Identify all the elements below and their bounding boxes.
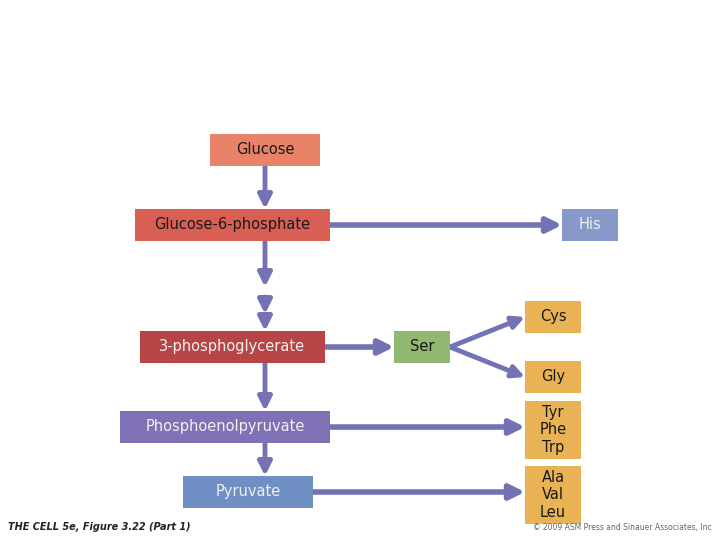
Text: Ala
Val
Leu: Ala Val Leu <box>540 470 566 520</box>
Text: 3-phosphoglycerate: 3-phosphoglycerate <box>159 340 305 354</box>
FancyBboxPatch shape <box>525 361 581 393</box>
Text: Pyruvate: Pyruvate <box>215 484 281 500</box>
FancyBboxPatch shape <box>183 476 313 508</box>
FancyBboxPatch shape <box>562 209 618 241</box>
Text: Phosphoenolpyruvate: Phosphoenolpyruvate <box>145 420 305 435</box>
FancyBboxPatch shape <box>394 331 450 363</box>
Text: Ser: Ser <box>410 340 434 354</box>
Text: Cys: Cys <box>540 309 567 325</box>
Text: Gly: Gly <box>541 369 565 384</box>
FancyBboxPatch shape <box>525 466 581 524</box>
FancyBboxPatch shape <box>140 331 325 363</box>
Text: Glucose: Glucose <box>235 143 294 158</box>
FancyBboxPatch shape <box>135 209 330 241</box>
FancyBboxPatch shape <box>525 401 581 459</box>
FancyBboxPatch shape <box>210 134 320 166</box>
Text: Glucose-6-phosphate: Glucose-6-phosphate <box>154 218 310 233</box>
FancyBboxPatch shape <box>525 301 581 333</box>
Text: Tyr
Phe
Trp: Tyr Phe Trp <box>539 405 567 455</box>
Text: THE CELL 5e, Figure 3.22 (Part 1): THE CELL 5e, Figure 3.22 (Part 1) <box>8 522 191 532</box>
FancyBboxPatch shape <box>120 411 330 443</box>
Text: Figure 3.22  Biosynthesis of amino acids (Part 1): Figure 3.22 Biosynthesis of amino acids … <box>9 15 444 33</box>
Text: © 2009 ASM Press and Sinauer Associates, Inc: © 2009 ASM Press and Sinauer Associates,… <box>534 523 712 532</box>
Text: His: His <box>579 218 601 233</box>
